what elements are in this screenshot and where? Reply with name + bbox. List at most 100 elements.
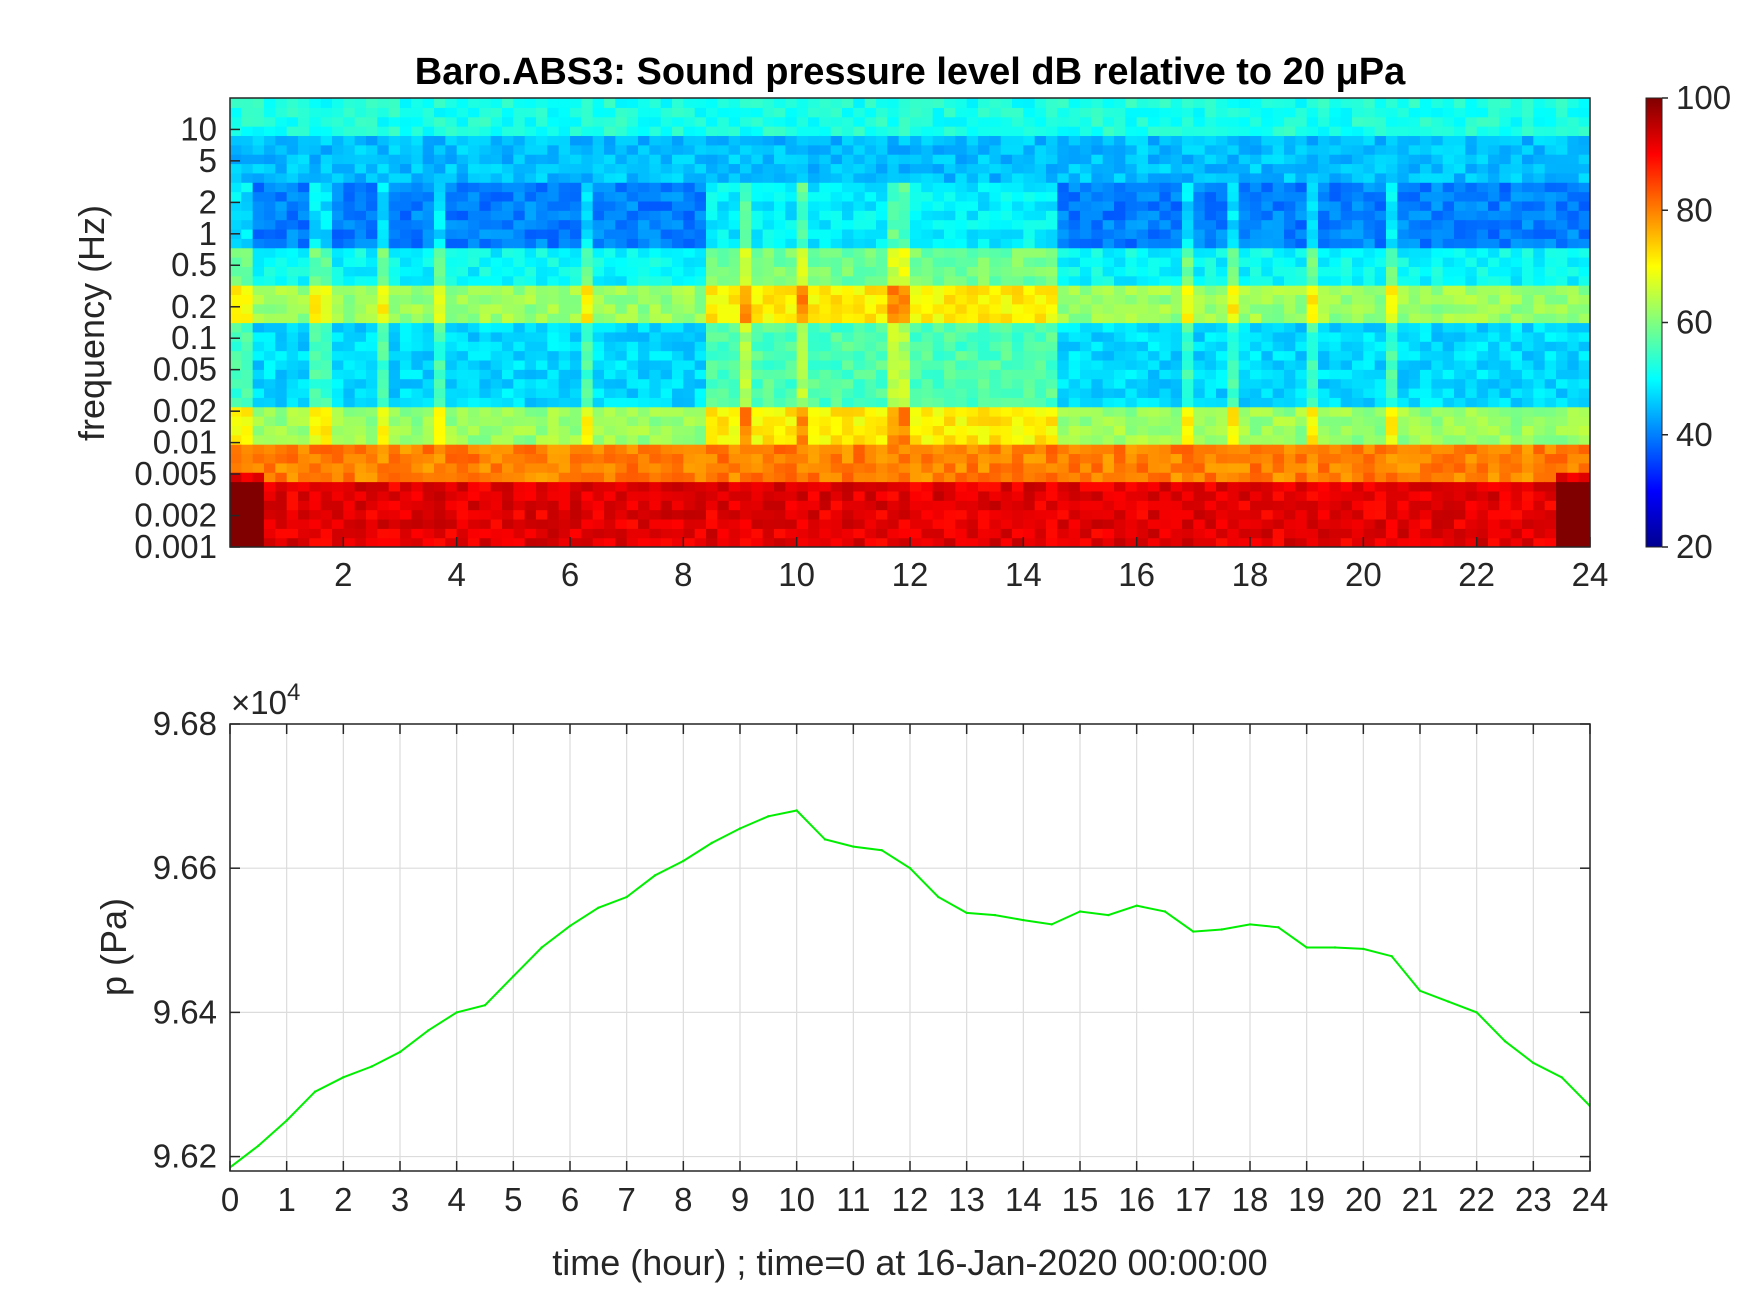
spectrogram-cell — [694, 219, 707, 230]
spectrogram-cell — [264, 135, 276, 146]
spectrogram-cell — [275, 107, 288, 118]
spectrogram-cell — [479, 369, 492, 380]
spectrogram-cell — [944, 294, 956, 305]
spectrogram-cell — [887, 200, 900, 211]
spectrogram-cell — [411, 490, 424, 501]
spectrogram-cell — [887, 163, 900, 174]
spectrogram-cell — [830, 462, 843, 473]
spectrogram-cell — [955, 406, 968, 417]
spectrogram-cell — [955, 303, 968, 314]
spectrogram-cell — [796, 434, 809, 445]
spectrogram-cell — [298, 509, 310, 520]
spectrogram-cell — [1102, 191, 1115, 202]
spectrogram-cell — [1397, 462, 1410, 473]
spectrogram-cell — [1046, 172, 1058, 183]
spectrogram-cell — [1329, 257, 1342, 267]
spectrogram-cell — [876, 509, 888, 520]
spectrogram-cell — [853, 518, 866, 529]
spectrogram-cell — [1238, 247, 1251, 258]
spectrogram-cell — [728, 509, 741, 520]
spectrogram-cell — [1295, 322, 1308, 333]
spectrogram-cell — [796, 444, 809, 455]
spectrogram-cell — [1306, 444, 1319, 455]
spectrogram-cell — [524, 350, 537, 361]
spectrogram-cell — [502, 350, 514, 361]
spectrogram-cell — [1091, 200, 1104, 211]
spectrogram-cell — [275, 126, 288, 137]
spectrogram-cell — [638, 444, 650, 455]
spectrogram-cell — [1306, 472, 1319, 483]
spectrogram-cell — [309, 369, 322, 380]
spectrogram-cell — [354, 191, 367, 202]
spectrogram-cell — [1102, 266, 1115, 277]
spectrogram-cell — [479, 453, 492, 464]
spectrogram-cell — [808, 126, 820, 137]
spectrogram-cell — [1068, 397, 1081, 408]
spectrogram-cell — [672, 350, 684, 361]
spectrogram-cell — [921, 116, 934, 127]
spectrogram-cell — [1034, 444, 1047, 455]
spectrogram-cell — [1284, 406, 1296, 417]
spectrogram-cell — [354, 200, 367, 211]
spectrogram-cell — [1091, 406, 1104, 417]
spectrogram-cell — [830, 294, 843, 305]
spectrogram-cell — [1000, 191, 1013, 202]
spectrogram-cell — [1057, 490, 1070, 501]
spectrogram-cell — [853, 210, 866, 221]
spectrogram-cell — [570, 294, 582, 305]
spectrogram-cell — [774, 509, 786, 520]
spectrogram-cell — [1318, 98, 1330, 108]
spectrogram-cell — [1068, 182, 1081, 193]
spectrogram-cell — [955, 163, 968, 174]
spectrogram-cell — [932, 500, 945, 511]
spectrogram-cell — [343, 453, 356, 464]
spectrogram-cell — [366, 500, 378, 511]
spectrogram-cell — [581, 350, 594, 361]
spectrogram-cell — [1386, 200, 1398, 211]
spectrogram-cell — [1318, 500, 1330, 511]
spectrogram-cell — [1318, 275, 1330, 286]
spectrogram-cell — [479, 331, 492, 342]
spectrogram-cell — [298, 294, 310, 305]
spectrogram-cell — [434, 163, 446, 174]
spectrogram-cell — [570, 472, 582, 483]
spectrogram-cell — [1125, 200, 1138, 211]
spectrogram-cell — [1023, 238, 1036, 249]
spectrogram-cell — [819, 275, 832, 286]
spectrogram-cell — [1159, 500, 1172, 511]
spectrogram-cell — [819, 126, 832, 137]
spectrogram-cell — [1352, 313, 1364, 324]
spectrogram-cell — [388, 228, 401, 239]
spectrogram-cell — [422, 444, 435, 455]
spectrogram-cell — [1363, 331, 1376, 342]
spectrogram-cell — [785, 322, 798, 333]
spectrogram-cell — [842, 453, 854, 464]
spectrogram-cell — [581, 453, 594, 464]
spectrogram-cell — [1204, 107, 1217, 118]
spectrogram-cell — [1114, 481, 1126, 492]
spectrogram-cell — [298, 341, 310, 352]
spectrogram-cell — [910, 219, 922, 230]
spectrogram-cell — [989, 416, 1002, 426]
spectrogram-cell — [876, 528, 888, 539]
spectrogram-cell — [740, 182, 752, 193]
spectrogram-cell — [694, 444, 707, 455]
spectrogram-cell — [1295, 275, 1308, 286]
spectrogram-cell — [774, 350, 786, 361]
spectrogram-cell — [751, 275, 764, 286]
spectrogram-cell — [1080, 472, 1092, 483]
spectrogram-cell — [604, 518, 616, 529]
spectrogram-cell — [762, 472, 775, 483]
spectrogram-cell — [1182, 359, 1194, 370]
spectrogram-cell — [1182, 200, 1194, 211]
spectrogram-cell — [672, 397, 684, 408]
spectrogram-cell — [1250, 397, 1262, 408]
spectrogram-cell — [366, 537, 378, 547]
spectrogram-cell — [1023, 490, 1036, 501]
spectrogram-cell — [400, 200, 412, 211]
spectrogram-cell — [275, 135, 288, 146]
spectrogram-cell — [1216, 387, 1228, 398]
spectrogram-cell — [411, 341, 424, 352]
spectrogram-cell — [672, 369, 684, 380]
spectrogram-cell — [819, 434, 832, 445]
